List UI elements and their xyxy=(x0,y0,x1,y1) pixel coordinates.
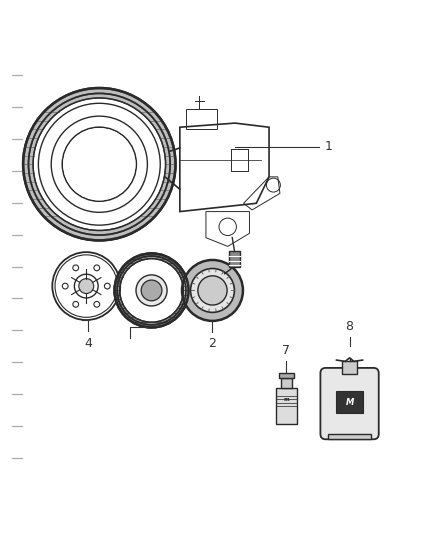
Text: 4: 4 xyxy=(85,336,92,350)
Text: m: m xyxy=(284,397,289,402)
Bar xyxy=(229,251,240,267)
Bar xyxy=(186,109,217,129)
Circle shape xyxy=(136,275,167,306)
Circle shape xyxy=(191,269,234,312)
Polygon shape xyxy=(23,88,176,240)
Circle shape xyxy=(79,279,94,294)
Bar xyxy=(279,373,294,378)
Circle shape xyxy=(182,260,243,321)
Bar xyxy=(342,361,357,375)
FancyBboxPatch shape xyxy=(321,368,379,439)
Text: 2: 2 xyxy=(208,337,216,350)
Text: 8: 8 xyxy=(346,320,353,333)
Polygon shape xyxy=(115,254,188,327)
Text: M: M xyxy=(346,398,354,407)
Bar xyxy=(328,434,371,439)
Text: 7: 7 xyxy=(283,344,290,357)
Circle shape xyxy=(198,276,227,305)
Text: 1: 1 xyxy=(324,140,332,154)
Bar xyxy=(276,388,297,424)
Bar xyxy=(231,149,248,171)
Bar xyxy=(336,391,364,413)
Circle shape xyxy=(63,128,136,200)
Circle shape xyxy=(141,280,162,301)
Bar xyxy=(281,378,292,388)
